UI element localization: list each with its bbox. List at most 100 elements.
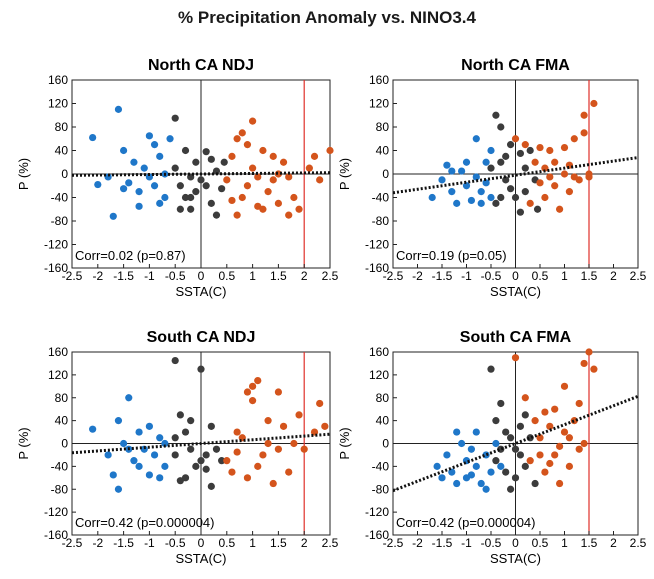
- data-point: [472, 462, 480, 470]
- data-point: [187, 417, 195, 425]
- data-point: [541, 468, 549, 476]
- x-tick-label: -1.5: [432, 536, 453, 550]
- panel-title: North CA NDJ: [148, 57, 254, 74]
- y-tick-label: -120: [44, 505, 68, 519]
- data-point: [531, 158, 539, 166]
- data-point: [575, 399, 583, 408]
- y-tick-label: -160: [44, 528, 68, 542]
- data-point: [274, 388, 282, 396]
- scatter-panel-3: South CA NDJ -2.5 -2 -1.5 -1 -0.5 0 0.5 1 1.5 2 2.5…: [16, 329, 339, 566]
- data-point: [511, 474, 520, 482]
- data-point: [438, 176, 446, 184]
- x-tick-label: 1: [249, 269, 256, 283]
- y-tick-label: 0: [382, 167, 389, 181]
- x-tick-label: 0.5: [218, 269, 235, 283]
- data-point: [202, 182, 210, 190]
- data-point: [207, 482, 215, 490]
- data-point: [130, 158, 138, 166]
- y-tick-label: 40: [376, 414, 390, 428]
- data-point: [580, 111, 588, 119]
- data-point: [472, 428, 480, 436]
- data-point: [135, 188, 143, 196]
- data-point: [551, 405, 559, 413]
- x-tick-label: 0: [198, 269, 205, 283]
- data-point: [536, 434, 544, 442]
- y-tick-label: 80: [55, 120, 69, 134]
- y-tick-label: 0: [61, 437, 68, 451]
- panel-title: South CA FMA: [460, 329, 572, 346]
- y-axis-label: P (%): [337, 427, 352, 459]
- data-point: [492, 417, 500, 425]
- data-point: [156, 152, 164, 160]
- data-point: [521, 141, 529, 149]
- data-point: [546, 422, 554, 430]
- data-point: [187, 205, 195, 213]
- data-point: [507, 485, 515, 493]
- data-point: [269, 176, 277, 184]
- data-point: [565, 434, 574, 442]
- x-tick-label: -0.5: [165, 536, 186, 550]
- scatter-panel-2: North CA FMA -2.5 -2 -1.5 -1 -0.5 0 0.5 1 1.5 2 2.5…: [337, 57, 647, 299]
- x-tick-label: -0.5: [481, 536, 502, 550]
- data-point: [233, 428, 241, 436]
- data-point: [477, 188, 485, 196]
- data-point: [161, 439, 169, 448]
- data-point: [187, 193, 195, 202]
- data-point: [161, 193, 169, 202]
- data-point: [511, 193, 520, 202]
- data-point: [187, 445, 195, 453]
- x-tick-label: -0.5: [165, 269, 186, 283]
- data-point: [269, 479, 277, 488]
- data-point: [249, 117, 257, 125]
- data-point: [171, 451, 179, 459]
- y-tick-label: 160: [48, 345, 68, 359]
- data-point: [145, 132, 153, 140]
- data-point: [279, 422, 288, 430]
- x-tick-label: 1: [561, 269, 568, 283]
- data-point: [243, 182, 252, 190]
- x-tick-label: 2.5: [322, 269, 339, 283]
- y-tick-label: -80: [372, 482, 390, 496]
- y-tick-label: 40: [376, 144, 390, 158]
- data-point: [507, 141, 515, 149]
- data-point: [233, 448, 241, 456]
- data-point: [502, 428, 510, 436]
- data-point: [223, 176, 231, 184]
- data-point: [590, 99, 598, 108]
- data-point: [120, 146, 128, 155]
- y-tick-label: 160: [48, 73, 68, 87]
- x-tick-label: 0: [512, 269, 519, 283]
- data-point: [565, 188, 574, 196]
- data-point: [212, 445, 221, 453]
- scatter-panel-4: South CA FMA -2.5 -2 -1.5 -1 -0.5 0 0.5 1 1.5 2 2.5…: [337, 329, 647, 566]
- y-axis-label: P (%): [16, 158, 31, 190]
- data-point: [453, 199, 461, 207]
- data-point: [492, 439, 500, 448]
- data-point: [497, 123, 505, 131]
- data-point: [295, 411, 303, 419]
- data-point: [521, 394, 529, 402]
- x-tick-label: -1: [461, 269, 472, 283]
- data-point: [546, 459, 554, 468]
- y-tick-label: -160: [365, 261, 389, 275]
- data-point: [541, 193, 549, 202]
- data-point: [145, 422, 153, 430]
- data-point: [171, 164, 179, 172]
- y-tick-label: 120: [369, 368, 389, 382]
- data-point: [556, 442, 564, 450]
- x-axis-label: SSTA(C): [490, 551, 541, 566]
- data-point: [212, 211, 221, 219]
- data-point: [243, 474, 252, 482]
- data-point: [443, 161, 451, 169]
- data-point: [487, 164, 495, 172]
- x-tick-label: 2: [301, 269, 308, 283]
- x-tick-label: 1: [249, 536, 256, 550]
- data-point: [556, 479, 564, 488]
- y-tick-label: 80: [55, 391, 69, 405]
- y-tick-label: -40: [51, 459, 69, 473]
- data-point: [511, 445, 520, 453]
- data-point: [511, 135, 520, 143]
- data-point: [316, 399, 324, 408]
- data-point: [238, 193, 246, 202]
- data-point: [516, 149, 525, 158]
